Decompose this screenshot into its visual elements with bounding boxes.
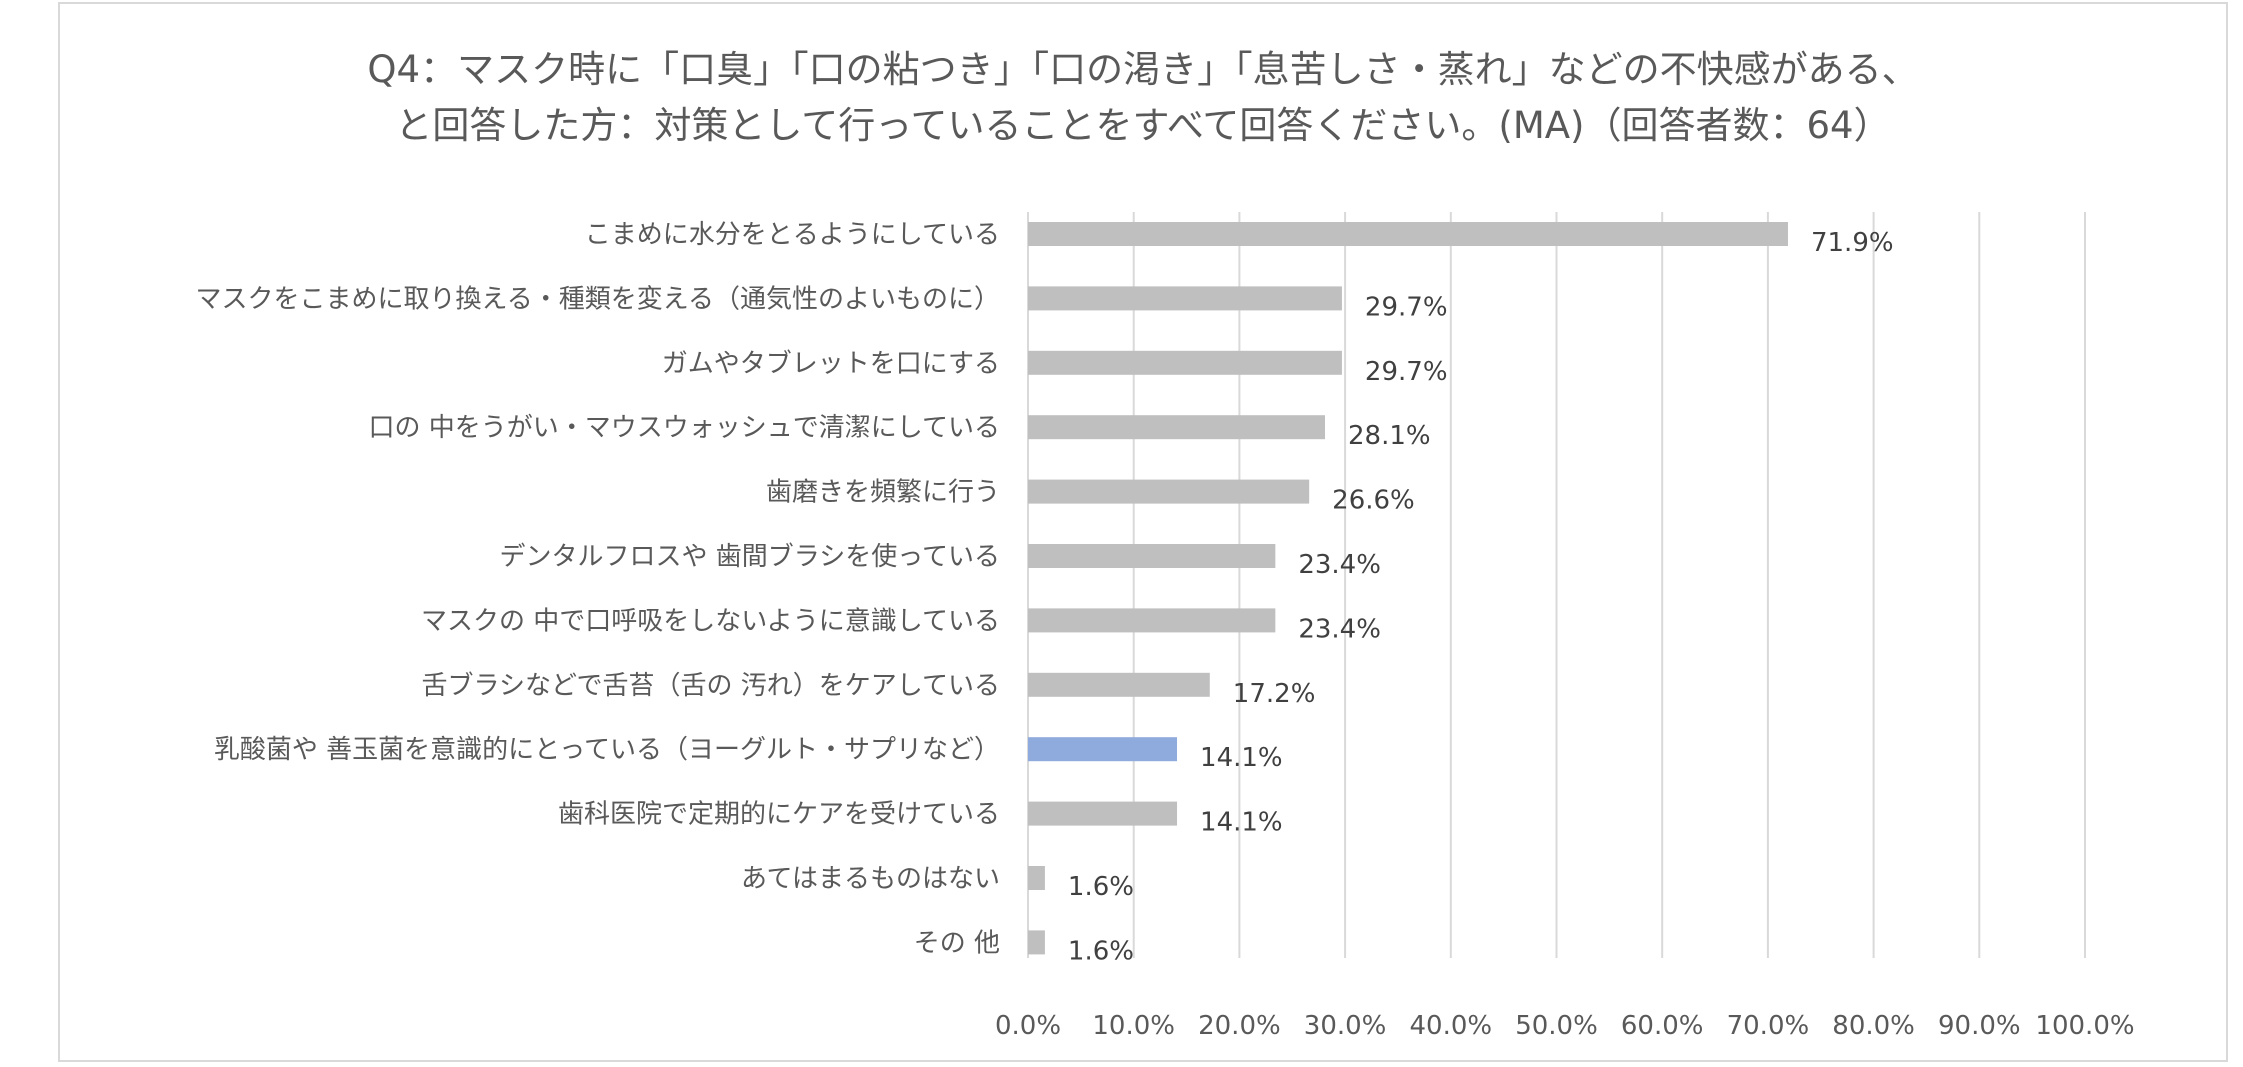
chart-title-line-2: と回答した方：対策として行っていることをすべて回答ください。(MA)（回答者数：… (395, 104, 1891, 147)
category-label: 乳酸菌や 善玉菌を意識的にとっている（ヨーグルト・サプリなど） (214, 735, 1000, 765)
bar (1028, 286, 1342, 311)
bar (1028, 608, 1276, 633)
chart-title: Q4：マスク時に「口臭」「口の粘つき」「口の渇き」「息苦しさ・蒸れ」などの不快感… (58, 42, 2228, 154)
bar (1028, 930, 1045, 955)
bar (1028, 544, 1276, 568)
x-tick-label: 100.0% (2035, 1011, 2134, 1041)
bar (1028, 415, 1326, 440)
category-label: 歯科医院で定期的にケアを受けている (558, 800, 1000, 830)
bar (1028, 222, 1788, 246)
data-label: 71.9% (1811, 228, 1894, 258)
category-label: あてはまるものはない (741, 864, 1000, 894)
category-label: 口の 中をうがい・マウスウォッシュで清潔にしている (369, 413, 1001, 443)
x-tick-label: 70.0% (1727, 1011, 1810, 1041)
chart-title-line-1: Q4：マスク時に「口臭」「口の粘つき」「口の渇き」「息苦しさ・蒸れ」などの不快感… (367, 48, 1919, 91)
data-label: 26.6% (1332, 486, 1415, 516)
data-label: 17.2% (1233, 679, 1316, 709)
bar (1028, 350, 1342, 375)
x-tick-label: 40.0% (1409, 1011, 1492, 1041)
category-label: 歯磨きを頻繁に行う (766, 478, 1000, 508)
bar (1028, 866, 1045, 890)
data-label: 14.1% (1200, 743, 1283, 773)
x-tick-label: 0.0% (995, 1011, 1061, 1041)
data-label: 1.6% (1068, 936, 1134, 966)
data-label: 1.6% (1068, 872, 1134, 902)
chart-frame (58, 2, 2228, 1062)
data-label: 23.4% (1298, 614, 1381, 644)
data-label: 23.4% (1298, 550, 1381, 580)
x-tick-label: 20.0% (1198, 1011, 1281, 1041)
x-tick-label: 80.0% (1832, 1011, 1915, 1041)
category-label: ガムやタブレットを口にする (662, 349, 1000, 379)
x-tick-label: 10.0% (1092, 1011, 1175, 1041)
category-label: マスクの 中で口呼吸をしないように意識している (421, 606, 1000, 636)
x-tick-label: 30.0% (1304, 1011, 1387, 1041)
data-label: 29.7% (1365, 292, 1448, 322)
bar (1028, 479, 1310, 504)
bar (1028, 672, 1210, 697)
bar (1028, 801, 1178, 826)
x-tick-label: 60.0% (1621, 1011, 1704, 1041)
data-label: 14.1% (1200, 808, 1283, 838)
category-label: デンタルフロスや 歯間ブラシを使っている (500, 542, 1000, 572)
x-tick-label: 90.0% (1938, 1011, 2021, 1041)
data-label: 29.7% (1365, 357, 1448, 387)
category-label: 舌ブラシなどで舌苔（舌の 汚れ）をケアしている (422, 671, 1000, 701)
bar (1028, 737, 1178, 762)
x-tick-label: 50.0% (1515, 1011, 1598, 1041)
category-label: マスクをこまめに取り換える・種類を変える（通気性のよいものに） (196, 284, 1000, 314)
category-label: こまめに水分をとるようにしている (585, 220, 1000, 250)
data-label: 28.1% (1348, 421, 1431, 451)
category-label: その 他 (914, 928, 1000, 958)
